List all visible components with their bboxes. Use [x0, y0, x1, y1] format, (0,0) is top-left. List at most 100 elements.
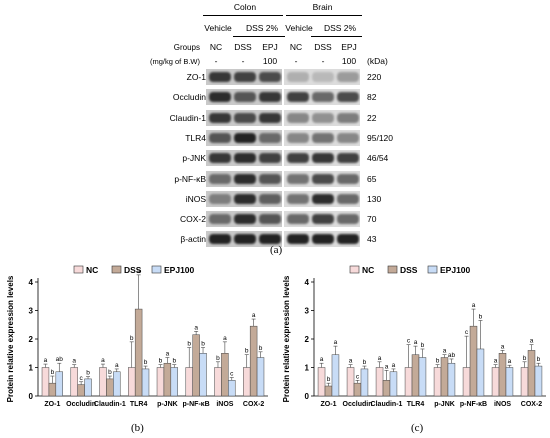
- panel-c-label: (c): [411, 422, 424, 434]
- bar: [498, 353, 507, 397]
- blot-band: [337, 92, 359, 103]
- blot-band: [337, 173, 359, 184]
- bar: [70, 367, 78, 397]
- y-tick-label: 1: [29, 364, 34, 373]
- blot-band: [287, 72, 309, 82]
- y-tick-label: 0: [305, 392, 310, 401]
- bar: [77, 384, 85, 397]
- bar: [375, 367, 384, 397]
- category-label: Occludin: [343, 401, 373, 408]
- significance-letter: a: [72, 358, 76, 365]
- category-label: Claudin-1: [94, 401, 126, 408]
- blot-strip-brain: [284, 69, 360, 85]
- significance-letter: a: [472, 302, 476, 309]
- significance-letter: b: [51, 369, 55, 376]
- blot-band: [287, 214, 309, 225]
- blot-strip-colon: [206, 231, 282, 248]
- significance-letter: b: [216, 355, 220, 362]
- category-label: iNOS: [216, 401, 233, 408]
- significance-letter: a: [414, 339, 418, 346]
- blot-band: [234, 92, 256, 103]
- bar: [404, 367, 413, 397]
- bar: [433, 367, 442, 397]
- treatment-vehicle-brain: Vehicle: [285, 23, 313, 33]
- significance-letter: a: [320, 356, 324, 363]
- bar: [353, 382, 362, 397]
- blot-band: [259, 72, 281, 82]
- blot-band: [209, 173, 231, 184]
- blot-strip-colon: [206, 109, 282, 126]
- category-label: p-JNK: [157, 401, 178, 408]
- significance-letter: a: [44, 357, 48, 364]
- tissue-label-brain: Brain: [312, 2, 333, 12]
- significance-letter: a: [137, 268, 141, 275]
- blot-band: [312, 153, 334, 164]
- significance-letter: c: [230, 370, 234, 377]
- bar: [185, 367, 193, 397]
- blot-band: [259, 153, 281, 164]
- blot-strip-colon: [206, 89, 282, 106]
- bar: [331, 354, 340, 397]
- bar: [106, 378, 114, 397]
- blot-strip-colon: [206, 190, 282, 207]
- category-label: TLR4: [407, 401, 425, 408]
- blot-band: [312, 214, 334, 225]
- dose-nc-brain: -: [294, 56, 298, 66]
- blot-band: [234, 153, 256, 164]
- significance-letter: a: [530, 338, 534, 345]
- blot-strip-colon: [206, 129, 282, 146]
- blot-band: [234, 173, 256, 184]
- legend-label: EPJ100: [164, 265, 195, 275]
- significance-letter: a: [443, 348, 447, 355]
- blot-kda: 65: [367, 173, 377, 184]
- blot-kda: 220: [367, 72, 382, 82]
- blot-band: [234, 234, 256, 245]
- legend-swatch: [427, 265, 438, 274]
- significance-letter: a: [385, 363, 389, 370]
- blot-band: [209, 72, 231, 82]
- group-dss-colon: DSS: [234, 42, 252, 52]
- significance-letter: a: [252, 312, 256, 319]
- significance-letter: a: [115, 362, 119, 369]
- significance-letter: b: [245, 348, 249, 355]
- blot-label: p-JNK: [182, 153, 206, 164]
- treatment-line-brain: [311, 36, 362, 37]
- significance-letter: a: [378, 355, 382, 362]
- significance-letter: c: [465, 329, 469, 336]
- blot-strip-colon: [206, 170, 282, 187]
- significance-letter: b: [436, 358, 440, 365]
- legend-swatch: [387, 265, 398, 274]
- bar: [476, 348, 485, 397]
- bar: [163, 362, 172, 397]
- bar: [192, 334, 200, 397]
- y-axis-label: Protein relative expression levels: [6, 275, 15, 402]
- blot-strip-brain: [284, 129, 360, 146]
- blot-kda: 43: [367, 234, 377, 245]
- blot-label: Occludin: [172, 92, 206, 103]
- blot-strip-colon: [206, 150, 282, 167]
- blot-strip-brain: [284, 211, 360, 228]
- significance-letter: a: [223, 335, 227, 342]
- legend-label: EPJ100: [440, 265, 471, 275]
- y-tick-label: 1: [305, 364, 310, 373]
- bar: [411, 354, 420, 397]
- blot-band: [312, 173, 334, 184]
- dose-nc-colon: -: [214, 56, 218, 66]
- significance-letter: a: [494, 358, 498, 365]
- significance-letter: b: [187, 341, 191, 348]
- significance-letter: b: [363, 359, 367, 366]
- dose-dss-brain: -: [321, 56, 325, 66]
- bar: [228, 380, 236, 397]
- blot-kda: 70: [367, 214, 377, 225]
- category-label: COX-2: [521, 401, 543, 408]
- dose-epj-brain: 100: [341, 56, 357, 66]
- blot-band: [209, 153, 231, 164]
- blot-band: [209, 193, 231, 204]
- category-label: ZO-1: [44, 401, 60, 408]
- significance-letter: b: [327, 376, 331, 383]
- y-tick-label: 4: [305, 278, 310, 287]
- blot-label: Claudin-1: [169, 112, 206, 123]
- blot-band: [287, 132, 309, 143]
- panel-b-label: (b): [131, 422, 144, 434]
- blot-band: [209, 92, 231, 103]
